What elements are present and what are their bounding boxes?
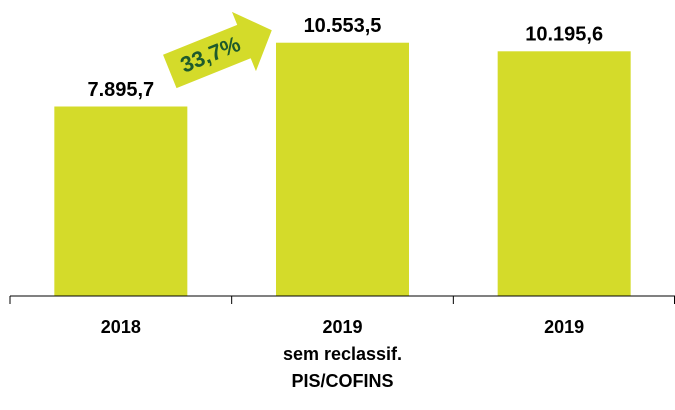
- x-tick-label: 2019 sem reclassif. PIS/COFINS: [282, 317, 403, 391]
- arrow-shape: [163, 11, 272, 89]
- x-tick-label: 2018: [100, 317, 141, 337]
- value-label: 7.895,7: [87, 79, 154, 101]
- value-label: 10.195,6: [525, 24, 603, 46]
- bar: [276, 42, 409, 296]
- bar: [54, 106, 188, 296]
- growth-arrow: 33,7%: [163, 11, 272, 89]
- value-label: 10.553,5: [304, 15, 382, 37]
- x-tick-label: 2019: [544, 317, 585, 337]
- bar: [497, 51, 631, 296]
